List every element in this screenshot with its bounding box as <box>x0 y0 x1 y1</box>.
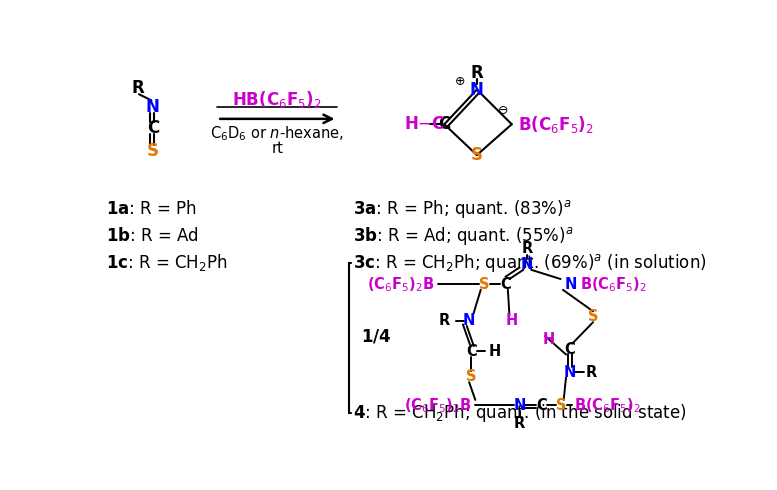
Text: R: R <box>131 79 144 97</box>
Text: S: S <box>471 146 483 164</box>
Text: C: C <box>466 344 477 359</box>
Text: R: R <box>521 242 533 256</box>
Text: R: R <box>514 416 525 431</box>
Text: C: C <box>438 115 451 133</box>
Text: C: C <box>500 277 511 292</box>
Text: $\mathbf{1/4}$: $\mathbf{1/4}$ <box>361 327 391 345</box>
Text: $\mathbf{4}$: R = CH$_2$Ph; quant. (in the solid state): $\mathbf{4}$: R = CH$_2$Ph; quant. (in t… <box>353 402 687 424</box>
Text: $\mathbf{3a}$: R = Ph; quant. (83%)$^a$: $\mathbf{3a}$: R = Ph; quant. (83%)$^a$ <box>353 198 571 220</box>
Text: R: R <box>438 313 450 328</box>
Text: C$_6$D$_6$ or $n$-hexane,: C$_6$D$_6$ or $n$-hexane, <box>211 124 344 143</box>
Text: N: N <box>563 365 576 380</box>
Text: $\mathbf{3b}$: R = Ad; quant. (55%)$^a$: $\mathbf{3b}$: R = Ad; quant. (55%)$^a$ <box>353 225 573 247</box>
Text: $\ominus$: $\ominus$ <box>497 104 508 117</box>
Text: $\mathbf{1a}$: R = Ph: $\mathbf{1a}$: R = Ph <box>106 200 197 218</box>
Text: N: N <box>564 277 577 292</box>
Text: C: C <box>147 119 159 137</box>
Text: (C$_6$F$_5$)$_2$B: (C$_6$F$_5$)$_2$B <box>404 396 472 415</box>
Text: S: S <box>466 369 477 384</box>
Text: H: H <box>543 332 555 347</box>
Text: S: S <box>588 309 598 324</box>
Text: H$-$C: H$-$C <box>404 115 445 133</box>
Text: $\mathbf{1b}$: R = Ad: $\mathbf{1b}$: R = Ad <box>106 227 199 245</box>
Text: $\oplus$: $\oplus$ <box>455 75 465 88</box>
Text: B(C$_6$F$_5$)$_2$: B(C$_6$F$_5$)$_2$ <box>518 114 594 135</box>
Text: HB(C$_6$F$_5$)$_2$: HB(C$_6$F$_5$)$_2$ <box>232 89 322 110</box>
Text: H: H <box>506 313 518 328</box>
Text: $\mathbf{3c}$: R = CH$_2$Ph; quant. (69%)$^a$ (in solution): $\mathbf{3c}$: R = CH$_2$Ph; quant. (69%… <box>353 252 706 274</box>
Text: N: N <box>463 313 476 328</box>
Text: N: N <box>470 80 484 98</box>
Text: (C$_6$F$_5$)$_2$B: (C$_6$F$_5$)$_2$B <box>367 275 434 294</box>
Text: $\mathbf{1c}$: R = CH$_2$Ph: $\mathbf{1c}$: R = CH$_2$Ph <box>106 252 228 273</box>
Text: R: R <box>585 365 597 380</box>
Text: B(C$_6$F$_5$)$_2$: B(C$_6$F$_5$)$_2$ <box>580 275 647 294</box>
Text: R: R <box>471 64 483 82</box>
Text: S: S <box>147 142 159 160</box>
Text: N: N <box>146 98 160 116</box>
Text: S: S <box>556 398 566 413</box>
Text: N: N <box>514 398 526 413</box>
Text: S: S <box>479 277 490 292</box>
Text: H: H <box>489 344 500 359</box>
Text: N: N <box>521 257 534 272</box>
Text: rt: rt <box>271 141 284 156</box>
Text: C: C <box>565 342 575 357</box>
Text: C: C <box>536 398 546 413</box>
Text: B(C$_6$F$_5$)$_2$: B(C$_6$F$_5$)$_2$ <box>573 396 641 415</box>
